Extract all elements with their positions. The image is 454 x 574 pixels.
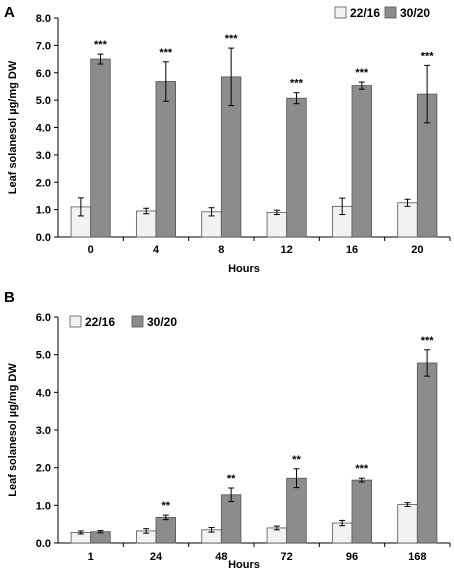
bar-control — [397, 504, 418, 544]
bar-control — [397, 202, 418, 238]
legend-swatch — [384, 6, 397, 19]
y-tick-label: 6.0 — [36, 68, 51, 80]
bar-treatment — [90, 58, 111, 238]
significance-label: *** — [290, 78, 304, 90]
legend-label: 22/16 — [350, 6, 380, 20]
x-tick-label: 12 — [281, 244, 293, 256]
bar-treatment — [155, 81, 177, 238]
y-tick-label: 5.0 — [36, 95, 51, 107]
significance-label: *** — [421, 335, 435, 347]
x-tick-label: 72 — [281, 551, 293, 563]
x-tick-label: 168 — [408, 551, 426, 563]
panel-label: B — [4, 289, 15, 306]
y-tick-label: 5.0 — [36, 350, 51, 362]
significance-label: *** — [355, 463, 369, 475]
y-tick-label: 2.0 — [36, 463, 51, 475]
x-tick-label: 8 — [218, 244, 224, 256]
x-tick-label: 1 — [88, 551, 94, 563]
significance-label: ** — [227, 473, 236, 485]
x-tick-label: 48 — [215, 551, 227, 563]
x-tick-label: 4 — [153, 244, 160, 256]
y-tick-label: 4.0 — [36, 387, 51, 399]
y-tick-label: 2.0 — [36, 177, 51, 189]
x-tick-label: 24 — [150, 551, 163, 563]
legend-swatch — [334, 6, 347, 19]
bar-treatment — [286, 97, 307, 238]
bar-treatment — [351, 479, 373, 544]
bar-treatment — [351, 85, 373, 238]
x-tick-label: 16 — [346, 244, 358, 256]
significance-label: ** — [292, 454, 301, 466]
bar-control — [266, 211, 288, 238]
y-tick-label: 7.0 — [36, 40, 51, 52]
x-tick-label: 20 — [411, 244, 423, 256]
y-tick-label: 4.0 — [36, 123, 51, 135]
y-axis-title: Leaf solanesol µg/mg DW — [7, 60, 19, 194]
panel-label: A — [4, 4, 15, 21]
panel-a: A 0.0 1.0 2.0 3.0 4.0 5.0 6.0 7.0 8.0 0 *** 4 *** 8 ***… — [4, 4, 451, 275]
x-tick-label: 96 — [346, 551, 358, 563]
y-tick-label: 8.0 — [36, 13, 51, 25]
y-tick-label: 3.0 — [36, 150, 51, 162]
y-tick-label: 6.0 — [36, 312, 51, 324]
legend-label: 30/20 — [400, 6, 430, 20]
legend-swatch — [69, 315, 82, 328]
significance-label: ** — [162, 500, 171, 512]
panel-b: B 0.0 1.0 2.0 3.0 4.0 5.0 6.0 1 24 ** 48 ** 72 ** 96 ***… — [4, 289, 451, 571]
bar-treatment — [90, 531, 111, 544]
significance-label: *** — [159, 47, 173, 59]
x-axis-title: Hours — [228, 263, 260, 275]
significance-label: *** — [355, 67, 369, 79]
significance-label: *** — [94, 39, 108, 51]
bar-control — [135, 210, 157, 238]
y-tick-label: 3.0 — [36, 425, 51, 437]
bar-treatment — [155, 516, 177, 544]
legend-swatch — [131, 315, 144, 328]
y-tick-label: 1.0 — [36, 205, 51, 217]
significance-label: *** — [421, 50, 435, 62]
legend-label: 30/20 — [147, 315, 177, 329]
legend-label: 22/16 — [85, 315, 115, 329]
y-axis-title: Leaf solanesol µg/mg DW — [7, 363, 19, 497]
significance-label: *** — [225, 33, 239, 45]
bar-treatment — [416, 362, 438, 544]
y-tick-label: 0.0 — [36, 232, 51, 244]
y-tick-label: 0.0 — [36, 538, 51, 550]
x-tick-label: 0 — [88, 244, 94, 256]
y-tick-label: 1.0 — [36, 500, 51, 512]
x-axis-title: Hours — [228, 559, 260, 571]
